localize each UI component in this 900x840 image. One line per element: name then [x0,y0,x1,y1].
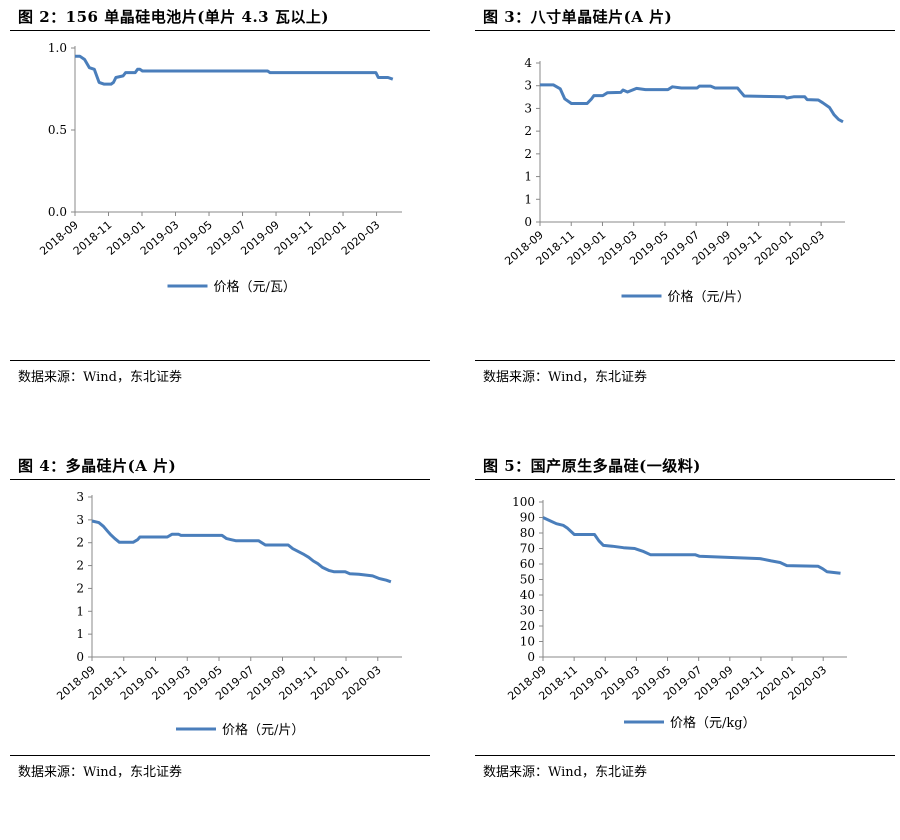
y-tick-label: 30 [520,604,535,618]
y-tick-label: 3 [524,79,532,93]
y-tick-label: 3 [76,490,84,504]
y-tick-label: 90 [520,511,535,525]
y-tick-label: 1 [76,604,84,618]
figure-title: 图 2：156 单晶硅电池片(单片 4.3 瓦以上) [18,8,329,26]
y-tick-label: 40 [520,588,535,602]
y-tick-label: 1.0 [48,41,67,55]
figure-panel-5: 图 5：国产原生多晶硅(一级料) 0 10 20 30 40 50 60 70 80 90 100 2… [465,449,895,840]
y-tick-label: 0.5 [48,123,67,137]
legend-label: 价格（元/片） [668,289,750,305]
line-chart: 011222332018-092018-112019-012019-032019… [54,490,402,738]
title-rule [475,479,895,480]
source-rule [475,755,895,756]
y-tick-label: 2 [76,581,84,595]
figure-panel-4: 图 4：多晶硅片(A 片) 0 1 1 2 2 2 3 3 2018-09 2018-11 2019… [0,449,430,840]
y-tick-label: 1 [524,192,532,206]
title-rule [475,30,895,31]
y-tick-label: 1 [524,170,532,184]
source-rule [475,360,895,361]
y-tick-label: 2 [76,559,84,573]
line-chart: 01020304050607080901002018-092018-112019… [505,495,847,731]
line-chart: 0.00.51.02018-092018-112019-012019-03201… [37,41,402,295]
y-tick-label: 4 [524,56,532,70]
figure-title: 图 3：八寸单晶硅片(A 片) [483,8,673,26]
source-note: 数据来源：Wind，东北证券 [483,370,647,385]
y-tick-label: 50 [520,573,535,587]
title-rule [10,30,430,31]
price-series-line [75,54,394,86]
figure-title: 图 5：国产原生多晶硅(一级料) [483,457,701,475]
y-tick-label: 2 [76,536,84,550]
y-tick-label: 70 [520,542,535,556]
legend-label: 价格（元/kg） [670,715,756,731]
y-tick-label: 10 [520,635,535,649]
y-tick-label: 80 [520,526,535,540]
y-tick-label: 3 [76,513,84,527]
line-chart: 011223342018-092018-112019-012019-032019… [502,56,845,305]
y-tick-label: 0 [527,650,535,664]
y-tick-label: 1 [76,627,84,641]
y-tick-label: 3 [524,101,532,115]
y-tick-label: 60 [520,557,535,571]
y-tick-label: 0.0 [48,205,67,219]
legend-label: 价格（元/瓦） [214,279,296,295]
source-note: 数据来源：Wind，东北证券 [483,765,647,780]
title-rule [10,479,430,480]
price-series-line [540,83,844,124]
y-tick-label: 0 [524,215,532,229]
y-tick-label: 2 [524,124,532,138]
y-tick-label: 2 [524,147,532,161]
y-tick-label: 0 [76,650,84,664]
figure-panel-2: 图 2：156 单晶硅电池片(单片 4.3 瓦以上) 0.0 0.5 1.0 2018… [0,0,430,391]
y-tick-label: 20 [520,619,535,633]
source-rule [10,360,430,361]
source-note: 数据来源：Wind，东北证券 [18,765,182,780]
figure-panel-3: 图 3：八寸单晶硅片(A 片) 0 1 1 2 2 3 3 4 2018-09 2018-11 20… [465,0,895,391]
source-note: 数据来源：Wind，东北证券 [18,370,182,385]
figure-title: 图 4：多晶硅片(A 片) [18,457,177,475]
source-rule [10,755,430,756]
y-tick-label: 100 [512,495,535,509]
price-series-line [91,519,392,584]
price-series-line [542,516,841,575]
legend-label: 价格（元/片） [222,722,304,738]
